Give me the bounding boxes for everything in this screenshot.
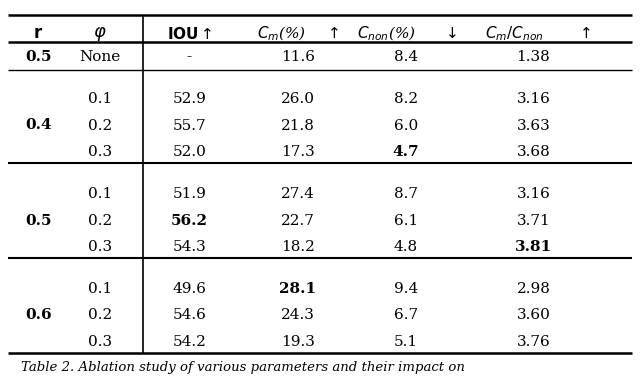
Text: 52.9: 52.9 [172, 92, 206, 106]
Text: 0.5: 0.5 [25, 214, 52, 228]
Text: 24.3: 24.3 [281, 308, 315, 322]
Text: 51.9: 51.9 [172, 187, 206, 201]
Text: 6.7: 6.7 [394, 308, 418, 322]
Text: 56.2: 56.2 [171, 214, 208, 228]
Text: 18.2: 18.2 [281, 240, 315, 254]
Text: 26.0: 26.0 [281, 92, 315, 106]
Text: 2.98: 2.98 [516, 282, 550, 296]
Text: $\uparrow$: $\uparrow$ [577, 26, 592, 41]
Text: 49.6: 49.6 [172, 282, 206, 296]
Text: Table 2. Ablation study of various parameters and their impact on: Table 2. Ablation study of various param… [20, 361, 465, 374]
Text: $C_m/C_{non}$: $C_m/C_{non}$ [485, 24, 543, 43]
Text: 4.7: 4.7 [393, 145, 419, 159]
Text: $\uparrow$: $\uparrow$ [325, 26, 340, 41]
Text: 8.2: 8.2 [394, 92, 418, 106]
Text: 28.1: 28.1 [279, 282, 316, 296]
Text: 0.6: 0.6 [25, 308, 52, 322]
Text: 3.63: 3.63 [516, 119, 550, 133]
Text: 0.2: 0.2 [88, 308, 112, 322]
Text: 19.3: 19.3 [281, 335, 315, 349]
Text: 3.68: 3.68 [516, 145, 550, 159]
Text: $\varphi$: $\varphi$ [93, 24, 107, 43]
Text: 3.76: 3.76 [516, 335, 550, 349]
Text: $\downarrow$: $\downarrow$ [444, 26, 458, 41]
Text: 54.2: 54.2 [172, 335, 206, 349]
Text: $C_m$(%): $C_m$(%) [257, 24, 307, 43]
Text: 0.4: 0.4 [25, 118, 52, 133]
Text: 0.3: 0.3 [88, 240, 112, 254]
Text: 17.3: 17.3 [281, 145, 315, 159]
Text: 0.1: 0.1 [88, 282, 112, 296]
Text: 0.2: 0.2 [88, 214, 112, 228]
Text: 6.1: 6.1 [394, 214, 418, 228]
Text: 54.6: 54.6 [172, 308, 206, 322]
Text: $\mathbf{r}$: $\mathbf{r}$ [33, 25, 44, 42]
Text: 1.38: 1.38 [516, 50, 550, 64]
Text: 0.5: 0.5 [25, 50, 52, 64]
Text: 54.3: 54.3 [173, 240, 206, 254]
Text: $\mathbf{IOU}{\uparrow}$: $\mathbf{IOU}{\uparrow}$ [166, 26, 212, 42]
Text: $C_{non}$(%): $C_{non}$(%) [358, 24, 417, 43]
Text: 4.8: 4.8 [394, 240, 418, 254]
Text: 0.1: 0.1 [88, 92, 112, 106]
Text: 9.4: 9.4 [394, 282, 418, 296]
Text: 8.7: 8.7 [394, 187, 418, 201]
Text: 6.0: 6.0 [394, 119, 418, 133]
Text: 27.4: 27.4 [281, 187, 315, 201]
Text: 22.7: 22.7 [281, 214, 315, 228]
Text: 52.0: 52.0 [172, 145, 206, 159]
Text: 0.1: 0.1 [88, 187, 112, 201]
Text: 0.3: 0.3 [88, 335, 112, 349]
Text: 11.6: 11.6 [281, 50, 315, 64]
Text: 3.81: 3.81 [515, 240, 552, 254]
Text: 3.16: 3.16 [516, 187, 550, 201]
Text: None: None [79, 50, 121, 64]
Text: 21.8: 21.8 [281, 119, 315, 133]
Text: -: - [187, 50, 192, 64]
Text: 8.4: 8.4 [394, 50, 418, 64]
Text: 55.7: 55.7 [173, 119, 206, 133]
Text: 0.3: 0.3 [88, 145, 112, 159]
Text: 0.2: 0.2 [88, 119, 112, 133]
Text: 5.1: 5.1 [394, 335, 418, 349]
Text: 3.71: 3.71 [516, 214, 550, 228]
Text: 3.60: 3.60 [516, 308, 550, 322]
Text: 3.16: 3.16 [516, 92, 550, 106]
